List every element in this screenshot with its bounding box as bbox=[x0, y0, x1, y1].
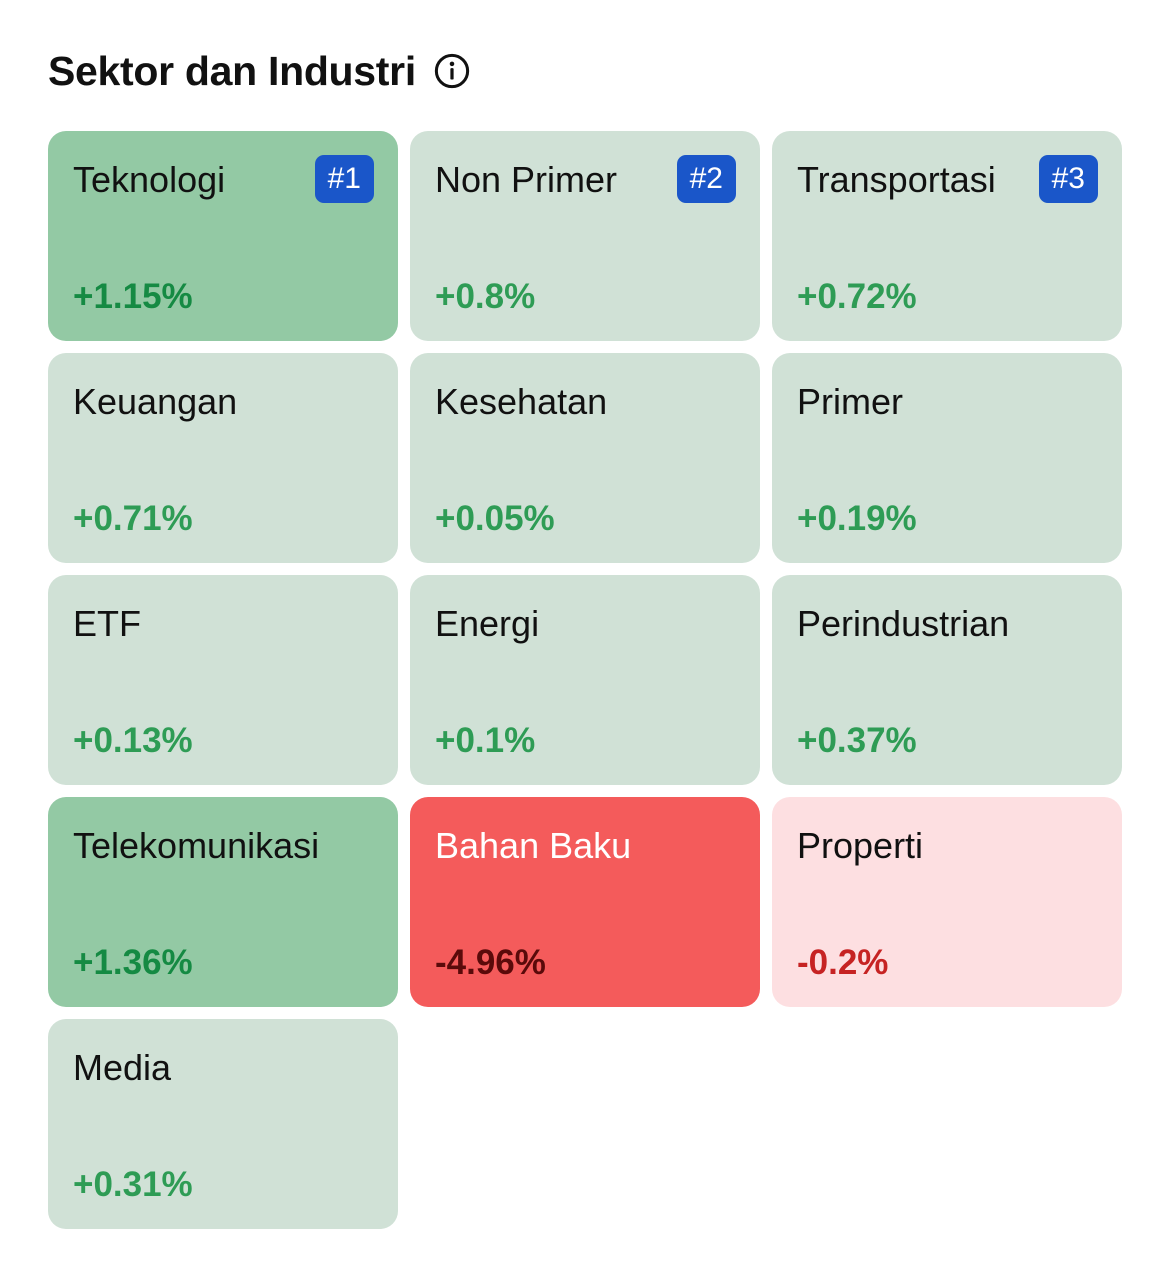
sector-change: +0.05% bbox=[435, 499, 555, 538]
sector-change: +0.37% bbox=[797, 721, 917, 760]
sector-name: Media bbox=[73, 1047, 172, 1088]
sector-name: Transportasi bbox=[797, 159, 996, 200]
sector-change: +0.8% bbox=[435, 277, 536, 316]
sector-card[interactable]: ETF +0.13% bbox=[48, 575, 398, 785]
rank-badge: #1 bbox=[314, 155, 374, 203]
sector-name: Kesehatan bbox=[435, 381, 608, 422]
sector-name: Keuangan bbox=[73, 381, 238, 422]
sector-change: +0.71% bbox=[73, 499, 193, 538]
sector-name: Telekomunikasi bbox=[73, 825, 320, 866]
sector-change: +1.36% bbox=[73, 943, 193, 982]
sector-change: +0.1% bbox=[435, 721, 536, 760]
sector-name: Non Primer bbox=[435, 159, 618, 200]
sector-card[interactable]: Telekomunikasi +1.36% bbox=[48, 797, 398, 1007]
sector-name: Properti bbox=[797, 825, 924, 866]
sector-name: Bahan Baku bbox=[435, 825, 632, 866]
sector-card[interactable]: Properti -0.2% bbox=[772, 797, 1122, 1007]
sector-change: +1.15% bbox=[73, 277, 193, 316]
sector-name: Perindustrian bbox=[797, 603, 1010, 644]
rank-badge: #3 bbox=[1038, 155, 1098, 203]
section-header: Sektor dan Industri bbox=[48, 44, 470, 98]
sector-name: Energi bbox=[435, 603, 540, 644]
sector-grid: Teknologi #1 +1.15% Non Primer #2 +0.8% Transp… bbox=[48, 131, 1122, 1229]
sector-card[interactable]: Kesehatan +0.05% bbox=[410, 353, 760, 563]
sector-card[interactable]: Bahan Baku -4.96% bbox=[410, 797, 760, 1007]
info-circle-icon-graphic bbox=[434, 53, 470, 89]
sector-name: ETF bbox=[73, 603, 141, 644]
sector-change: +0.19% bbox=[797, 499, 917, 538]
sector-card[interactable]: Primer +0.19% bbox=[772, 353, 1122, 563]
sector-change: +0.13% bbox=[73, 721, 193, 760]
sector-card[interactable]: Energi +0.1% bbox=[410, 575, 760, 785]
sector-change: -4.96% bbox=[435, 943, 546, 982]
rank-badge: #2 bbox=[676, 155, 736, 203]
sector-card[interactable]: Non Primer #2 +0.8% bbox=[410, 131, 760, 341]
sector-name: Teknologi bbox=[73, 159, 226, 200]
sector-change: -0.2% bbox=[797, 943, 889, 982]
sector-change: +0.72% bbox=[797, 277, 917, 316]
sector-card[interactable]: Keuangan +0.71% bbox=[48, 353, 398, 563]
info-circle-icon[interactable] bbox=[434, 53, 470, 89]
sector-card[interactable]: Transportasi #3 +0.72% bbox=[772, 131, 1122, 341]
sector-card[interactable]: Media +0.31% bbox=[48, 1019, 398, 1229]
sector-card[interactable]: Teknologi #1 +1.15% bbox=[48, 131, 398, 341]
sector-change: +0.31% bbox=[73, 1165, 193, 1204]
section-title: Sektor dan Industri bbox=[48, 47, 416, 94]
sector-name: Primer bbox=[797, 381, 903, 422]
sector-card[interactable]: Perindustrian +0.37% bbox=[772, 575, 1122, 785]
